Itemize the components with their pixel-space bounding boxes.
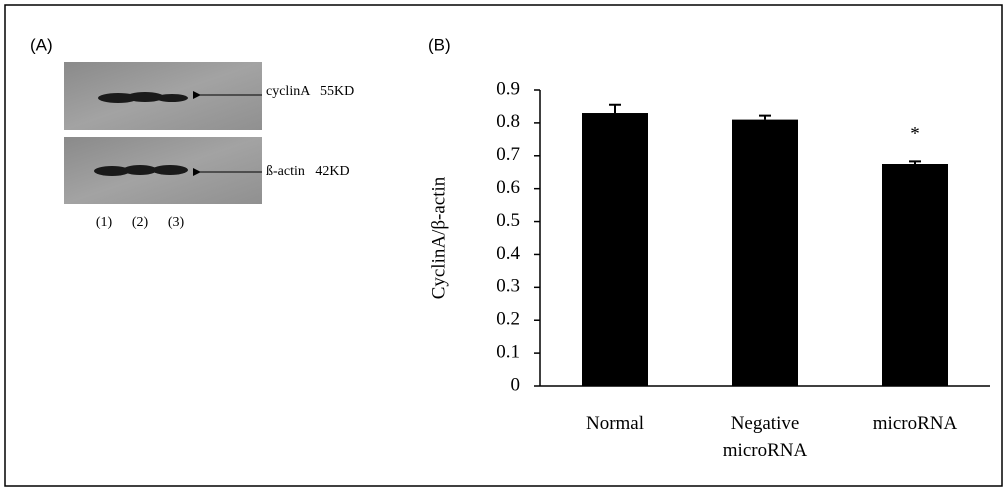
panel-label: (B) (428, 35, 451, 54)
error-bar (909, 161, 921, 164)
x-tick-label: Negative microRNA (705, 410, 825, 464)
y-tick-label: 0.9 (496, 78, 520, 99)
y-tick-label: 0 (511, 374, 521, 395)
band-label: cyclinA 55KD (266, 84, 354, 99)
band-label: ß-actin 42KD (266, 164, 350, 179)
y-tick-label: 0.6 (496, 177, 520, 198)
y-tick-label: 0.3 (496, 276, 520, 297)
y-tick-label: 0.5 (496, 210, 520, 231)
lane-label: (3) (168, 215, 185, 230)
lane-label: (2) (132, 215, 149, 230)
y-axis-title: CyclinA/β-actin (428, 176, 449, 299)
y-tick-label: 0.7 (496, 144, 520, 165)
x-tick-label: microRNA (855, 410, 975, 437)
panel-label: (A) (30, 35, 53, 54)
page: (A) cyclinA 55KD ß-actin 42KD (1) (2) (3… (0, 0, 1008, 492)
y-tick-label: 0.8 (496, 111, 520, 132)
y-tick-label: 0.4 (496, 243, 520, 264)
y-tick-label: 0.1 (496, 341, 520, 362)
bar (732, 120, 798, 386)
bar (582, 113, 648, 386)
error-bar (609, 105, 621, 113)
error-bar (759, 116, 771, 120)
lane-label: (1) (96, 215, 113, 230)
x-tick-label: Normal (555, 410, 675, 437)
y-tick-label: 0.2 (496, 309, 520, 330)
bar (882, 164, 948, 386)
significance-label: * (910, 124, 920, 145)
